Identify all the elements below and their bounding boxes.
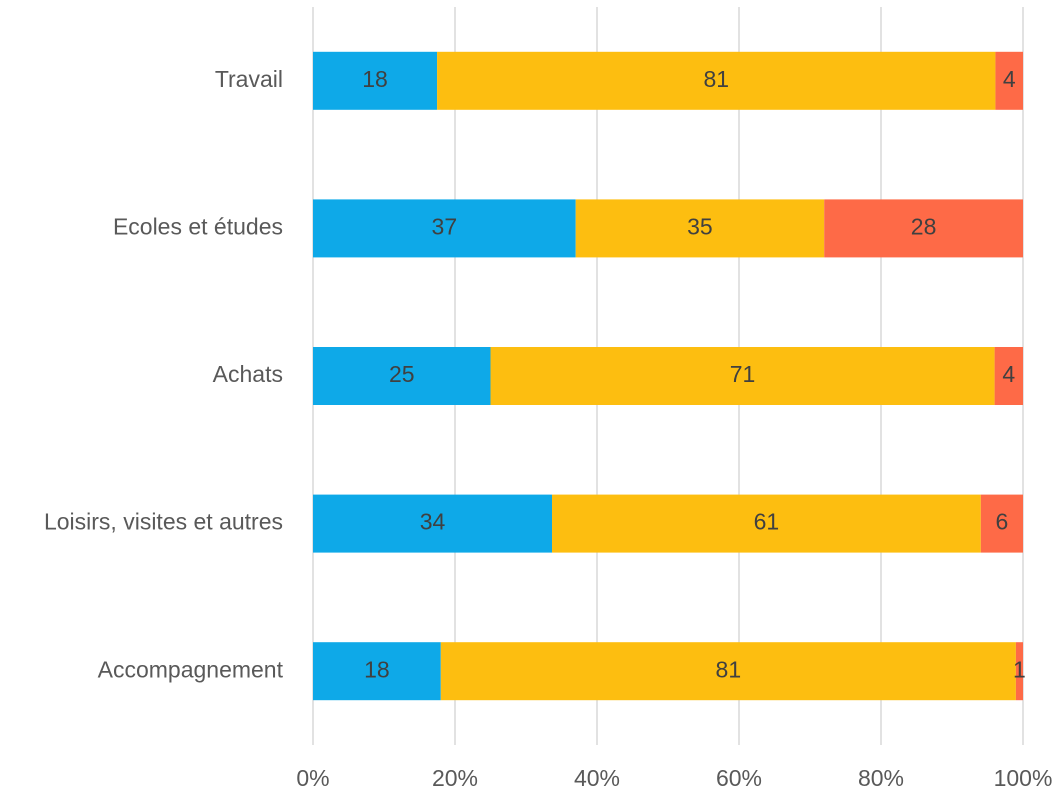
bar-segment	[1015, 642, 1023, 701]
data-label: 4	[1003, 66, 1016, 92]
data-label: 81	[716, 656, 742, 682]
bar-segment	[995, 51, 1023, 110]
bar-segment	[994, 347, 1023, 405]
bar-segment	[440, 642, 1016, 701]
data-label: 28	[911, 213, 937, 239]
category-label: Accompagnement	[98, 656, 284, 682]
x-tick-label: 60%	[716, 765, 762, 791]
category-label: Loisirs, visites et autres	[44, 509, 283, 535]
category-label: Ecoles et études	[113, 213, 283, 239]
bar-segment	[313, 347, 491, 405]
data-label: 61	[754, 509, 780, 535]
bar-segment	[824, 199, 1023, 258]
bar-segment	[313, 199, 576, 258]
data-label: 25	[389, 361, 415, 387]
data-label: 18	[362, 66, 388, 92]
bar-segment	[313, 51, 438, 110]
data-label: 71	[730, 361, 756, 387]
data-label: 18	[364, 656, 390, 682]
bar-segment	[313, 494, 553, 553]
data-label: 4	[1002, 361, 1015, 387]
data-label: 6	[996, 509, 1009, 535]
data-label: 37	[432, 213, 458, 239]
x-tick-label: 20%	[432, 765, 478, 791]
bar-segment	[437, 51, 996, 110]
bar-segment	[490, 347, 995, 405]
data-label: 81	[703, 66, 729, 92]
data-label: 34	[420, 509, 446, 535]
x-tick-label: 80%	[858, 765, 904, 791]
data-label: 1	[1013, 656, 1026, 682]
data-label: 35	[687, 213, 713, 239]
bar-segment	[575, 199, 825, 258]
bar-segment	[980, 494, 1023, 553]
x-tick-label: 100%	[994, 765, 1053, 791]
x-tick-label: 0%	[296, 765, 329, 791]
category-label: Achats	[213, 361, 283, 387]
bar-segment	[552, 494, 981, 553]
category-label: Travail	[215, 66, 283, 92]
x-tick-label: 40%	[574, 765, 620, 791]
bar-segment	[313, 642, 441, 701]
